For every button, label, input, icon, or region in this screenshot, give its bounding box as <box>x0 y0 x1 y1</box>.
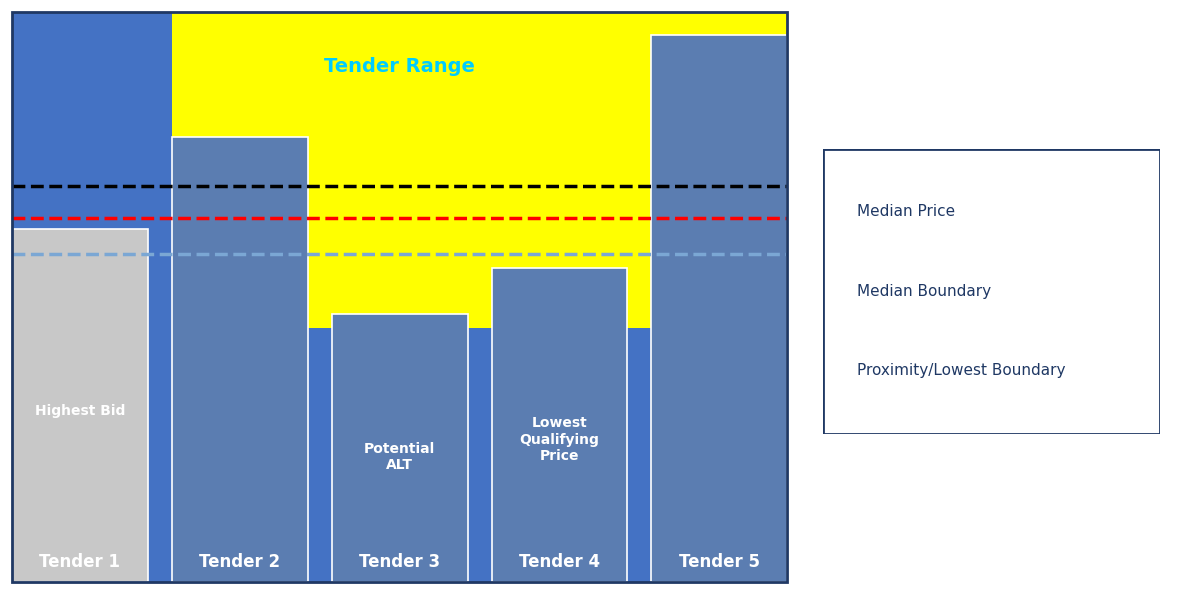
Text: Median Boundary: Median Boundary <box>857 283 991 299</box>
FancyBboxPatch shape <box>823 148 1160 434</box>
Bar <box>651 34 787 582</box>
Text: Tender 1: Tender 1 <box>39 552 121 571</box>
Text: Tender 2: Tender 2 <box>199 552 281 571</box>
Bar <box>332 314 468 582</box>
Text: Potential
ALT: Potential ALT <box>363 441 436 472</box>
Text: Tender 5: Tender 5 <box>678 552 760 571</box>
Bar <box>172 12 787 328</box>
Text: Tender 3: Tender 3 <box>359 552 440 571</box>
Text: Tender Range: Tender Range <box>324 58 475 77</box>
Text: Lowest
Qualifying
Price: Lowest Qualifying Price <box>520 416 599 463</box>
Text: Proximity/Lowest Boundary: Proximity/Lowest Boundary <box>857 364 1066 378</box>
Bar <box>491 268 628 582</box>
Text: Tender 4: Tender 4 <box>519 552 600 571</box>
Bar <box>12 229 148 582</box>
Text: Highest Bid: Highest Bid <box>34 404 126 418</box>
Text: Median Price: Median Price <box>857 204 954 219</box>
Bar <box>172 137 308 582</box>
